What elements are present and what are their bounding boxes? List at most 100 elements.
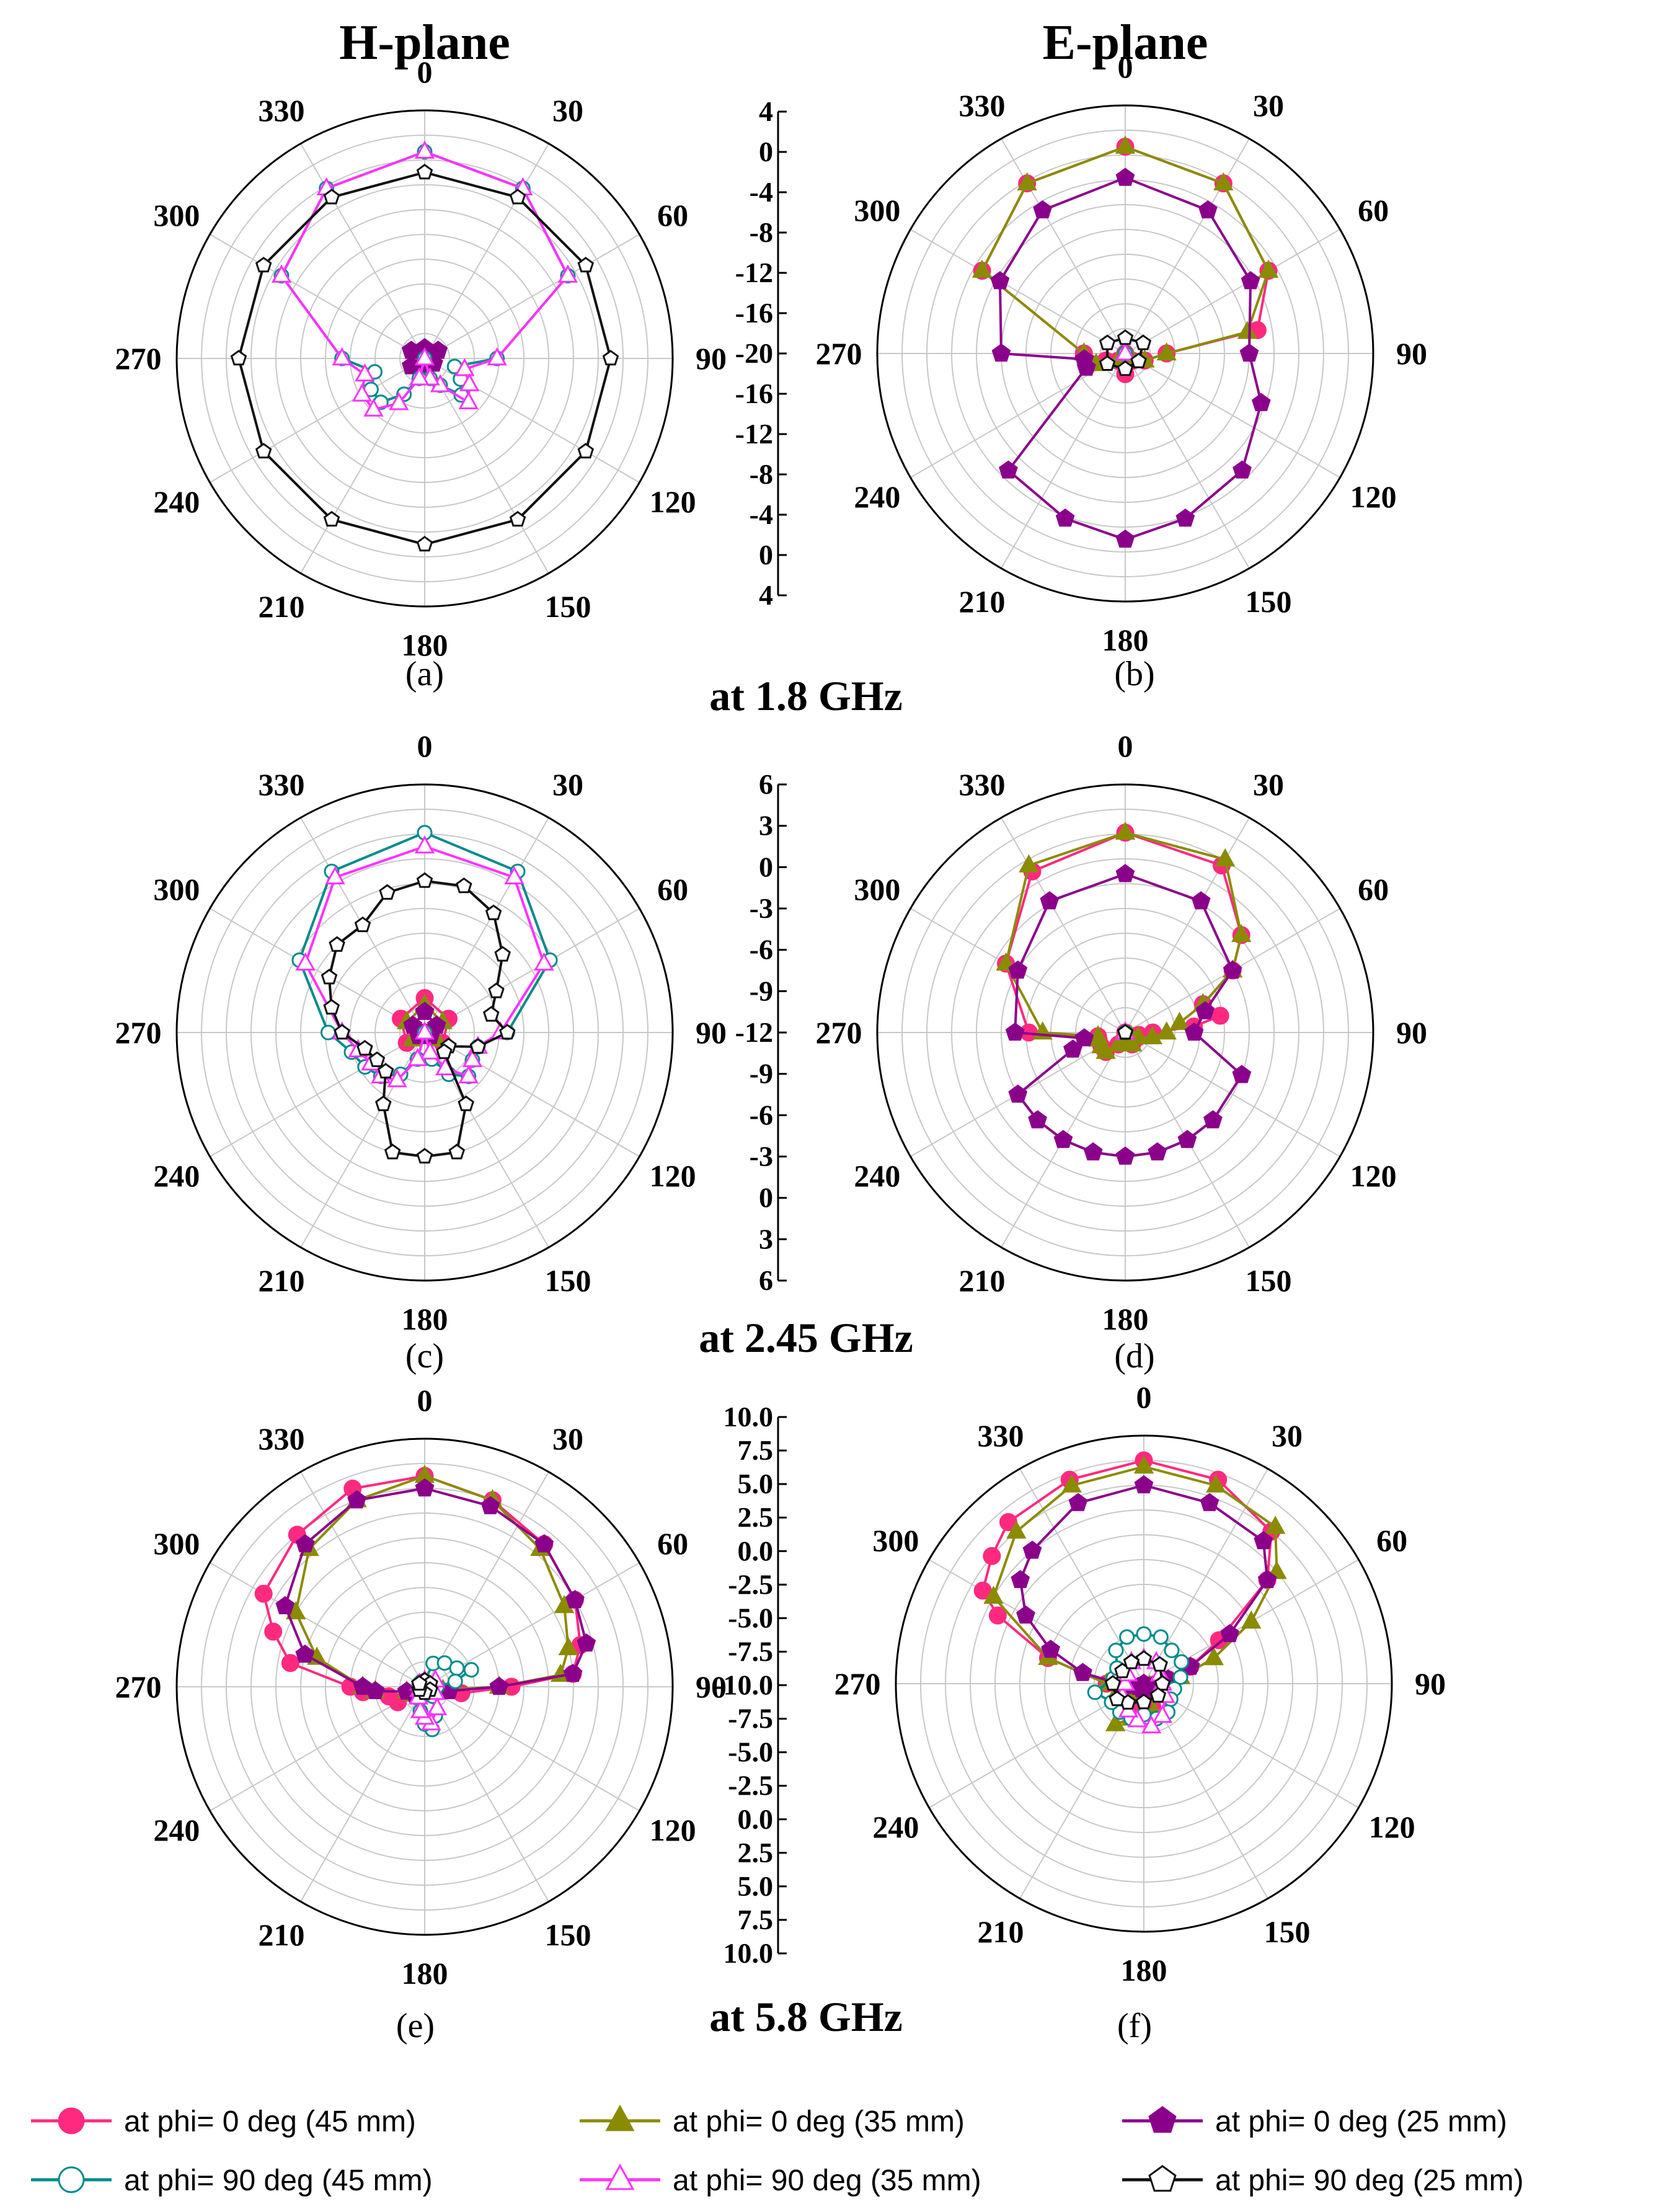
data-point-p0_25 [990, 271, 1010, 290]
data-point-p90_35 [420, 1041, 440, 1060]
angle-label: 210 [978, 1914, 1024, 1949]
e-plane-header: E-plane [1043, 16, 1208, 70]
angle-label: 150 [545, 1917, 591, 1952]
data-point-p0_25 [1254, 1531, 1273, 1550]
data-point-p0_45 [1211, 1006, 1229, 1025]
scale-tick-label: 7.5 [738, 1904, 774, 1935]
data-point-p90_35 [1127, 1709, 1148, 1728]
scale-tick-label: -5.0 [728, 1736, 773, 1768]
angle-label: 30 [1253, 88, 1284, 123]
data-point-p0_35 [1061, 1474, 1082, 1493]
angle-label: 270 [115, 341, 162, 376]
angle-label: 30 [1272, 1418, 1303, 1453]
data-point-p90_35 [414, 1021, 435, 1040]
data-point-p0_25 [1203, 1110, 1223, 1129]
angle-label: 60 [1358, 193, 1389, 228]
data-point-p90_25 [1154, 1675, 1171, 1691]
scale-tick-label: -6 [750, 934, 773, 966]
legend-marker [58, 2107, 85, 2134]
data-point-p0_25 [480, 1496, 500, 1514]
data-point-p90_25 [384, 1144, 401, 1160]
data-point-p90_45 [1136, 1626, 1152, 1642]
scale-tick-label: -8 [750, 458, 773, 490]
data-point-p90_45 [1174, 1654, 1190, 1670]
data-point-p90_25 [448, 1144, 466, 1160]
data-point-p0_25 [1040, 891, 1060, 910]
angle-label: 330 [978, 1418, 1024, 1453]
data-point-p0_35 [1265, 1516, 1286, 1534]
data-point-p0_25 [403, 1015, 423, 1034]
data-point-p0_25 [1175, 509, 1195, 527]
data-point-p90_45 [1087, 1684, 1103, 1700]
angle-label: 0 [1136, 1380, 1152, 1415]
scale-tick-label: 0.0 [738, 1535, 774, 1566]
angle-label: 120 [650, 1158, 696, 1193]
data-point-p90_25 [1130, 352, 1147, 368]
data-point-p0_25 [1223, 960, 1242, 979]
scale-tick-label: -4 [750, 499, 773, 530]
data-point-p90_25 [1109, 1690, 1125, 1707]
data-point-p0_35 [1231, 923, 1252, 943]
data-point-p90_25 [499, 1024, 516, 1040]
data-point-p90_35 [332, 347, 352, 366]
radial-scale-2: 6 3 0 -3 -6 -9 -12 -9 -6 -3 0 3 6 [735, 768, 787, 1296]
angle-label: 90 [1396, 336, 1427, 371]
scale-tick-label: -4 [750, 176, 773, 208]
data-point-p90_45 [447, 1673, 463, 1689]
scale-tick-label: 2.5 [738, 1501, 774, 1533]
grid-spoke [210, 908, 425, 1033]
angle-label: 90 [696, 1669, 727, 1704]
grid-spoke [424, 817, 549, 1033]
radial-scales: 4 0 -4 -8 -12 -16 -20 -16 -12 -8 -4 0 4 6 3 0 -3 -6 -9 -12 -… [714, 95, 787, 1969]
data-point-p0_25 [1033, 200, 1053, 219]
data-point-p0_25 [1074, 349, 1094, 368]
outer-ring [876, 104, 1374, 603]
data-point-p90_25 [485, 904, 502, 920]
scale-tick-label: -12 [735, 257, 773, 288]
data-point-p0_35 [1156, 1021, 1177, 1040]
data-point-p90_25 [1117, 329, 1134, 345]
radial-scale-3: 10.07.55.02.50.0-2.5-5.0-7.5-10.0-7.5-5.… [714, 1401, 787, 1969]
data-point-p90_25 [1149, 1687, 1167, 1703]
data-point-p90_45 [320, 1024, 336, 1041]
data-point-p90_35 [459, 373, 480, 391]
angle-label: 240 [153, 1158, 200, 1193]
grid-spoke [424, 1032, 640, 1157]
data-point-p90_25 [509, 189, 526, 205]
angle-label: 180 [402, 1302, 448, 1336]
grid-spoke [1001, 353, 1126, 569]
angle-label: 180 [1121, 1953, 1167, 1988]
data-point-p0_25 [1241, 271, 1260, 290]
frequency-label-1-8: at 1.8 GHz [709, 672, 903, 719]
data-point-p0_25 [1028, 1110, 1047, 1129]
data-point-p90_35 [271, 264, 292, 283]
outer-ring [175, 783, 674, 1282]
angle-label: 150 [545, 1263, 591, 1298]
angle-label: 150 [1264, 1914, 1311, 1949]
data-point-p0_35 [1241, 1610, 1262, 1629]
data-point-p90_35 [427, 1697, 448, 1715]
data-point-p0_25 [1068, 1493, 1088, 1511]
data-point-p90_45 [449, 1660, 465, 1676]
data-point-p0_25 [1200, 1493, 1219, 1511]
data-point-p90_35 [1115, 1672, 1136, 1691]
grid-spoke [210, 358, 425, 483]
data-point-p90_35 [462, 1049, 483, 1067]
data-point-p0_35 [1133, 1455, 1154, 1474]
scale-tick-label: 0 [759, 851, 773, 882]
data-point-p0_45 [281, 1654, 299, 1672]
outer-ring [876, 783, 1374, 1282]
data-point-p0_25 [489, 1676, 509, 1695]
data-point-p90_35 [557, 264, 578, 283]
data-point-p90_25 [1104, 1675, 1122, 1691]
data-point-p90_35 [409, 367, 430, 386]
grid-spoke [1001, 817, 1126, 1033]
data-point-p90_25 [416, 536, 433, 552]
scale-tick-label: 2.5 [738, 1837, 774, 1868]
scale-tick-label: 7.5 [738, 1434, 774, 1466]
data-point-p90_35 [295, 952, 316, 971]
frequency-label-5-8: at 5.8 GHz [709, 1993, 903, 2040]
data-point-p0_35 [1215, 848, 1236, 867]
legend-marker [605, 2163, 635, 2190]
grid-spoke [929, 1559, 1144, 1684]
